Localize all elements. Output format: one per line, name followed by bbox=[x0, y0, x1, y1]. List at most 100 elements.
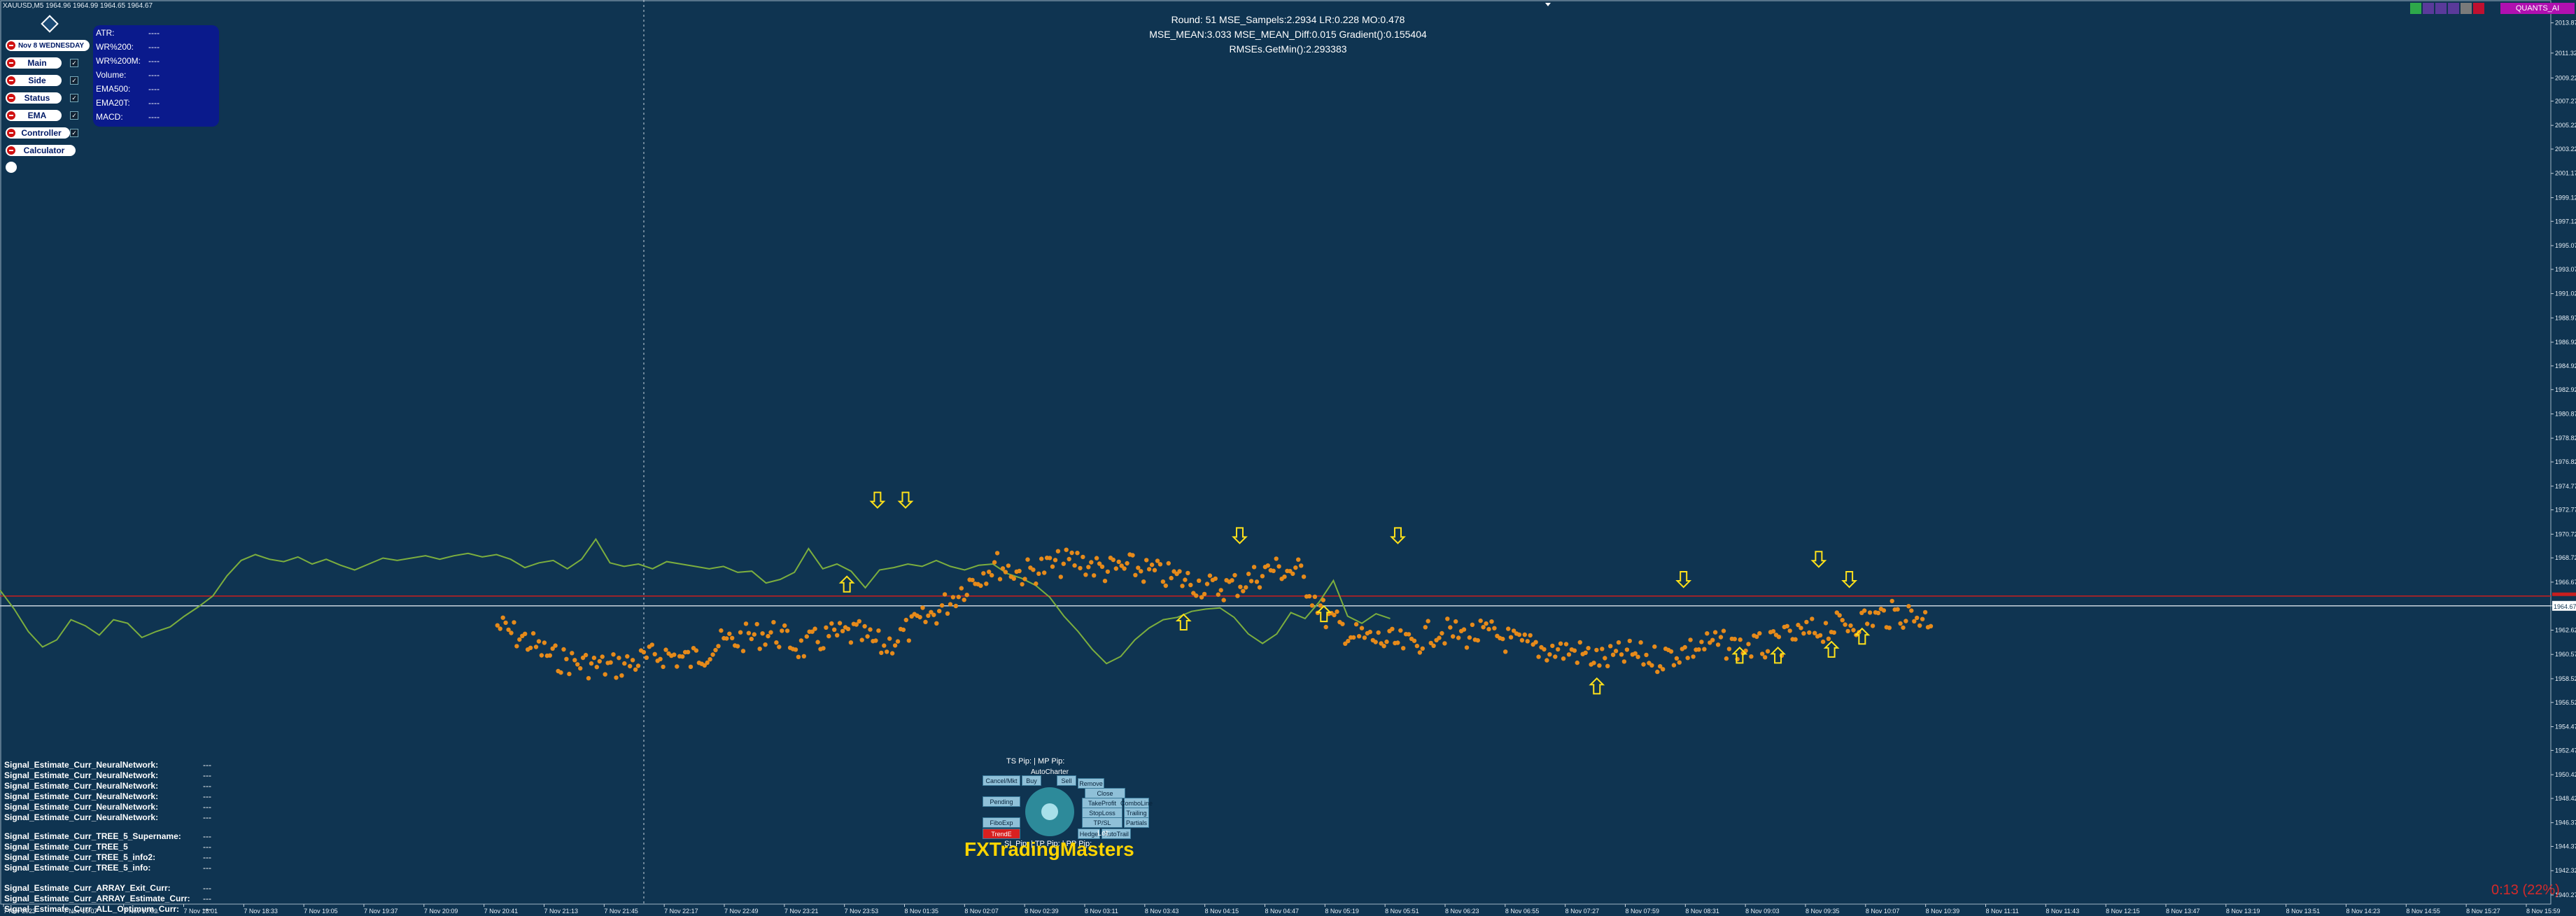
prediction-point bbox=[1265, 563, 1271, 568]
buy-arrow-icon bbox=[1731, 646, 1748, 664]
controller-checkbox[interactable]: ✓ bbox=[70, 129, 78, 137]
price-tick-label: 1956.52 bbox=[2555, 699, 2576, 706]
trade-button[interactable]: ComboLine bbox=[1120, 798, 1153, 808]
trade-button[interactable]: Remove bbox=[1078, 778, 1104, 789]
calculator-button[interactable]: Calculator bbox=[6, 145, 76, 156]
prediction-point bbox=[1484, 621, 1488, 626]
main-button[interactable]: Main bbox=[6, 57, 62, 69]
prediction-point bbox=[865, 634, 870, 639]
prediction-point bbox=[1050, 564, 1055, 569]
prediction-point bbox=[503, 620, 508, 626]
prediction-point bbox=[887, 636, 892, 641]
color-box-3[interactable] bbox=[2435, 3, 2447, 14]
prediction-point bbox=[1235, 593, 1240, 598]
price-tick-label: 1999.12 bbox=[2555, 194, 2576, 201]
prediction-point bbox=[1244, 585, 1248, 590]
controller-button[interactable]: Controller bbox=[6, 127, 70, 139]
prediction-point bbox=[1721, 628, 1726, 633]
prediction-point bbox=[1895, 607, 1900, 612]
price-tick-label: 2013.87 bbox=[2555, 20, 2576, 27]
prediction-point bbox=[1544, 658, 1549, 663]
time-tick-label: 8 Nov 13:19 bbox=[2226, 908, 2260, 915]
prediction-point bbox=[1553, 654, 1558, 659]
trade-wheel-center-icon[interactable] bbox=[1041, 803, 1058, 820]
signal-value: --- bbox=[203, 781, 211, 791]
price-tick-label: 1982.92 bbox=[2555, 386, 2576, 393]
prediction-point bbox=[1401, 646, 1406, 651]
trade-button[interactable]: TrendE bbox=[983, 829, 1020, 839]
collapse-toggle-icon[interactable] bbox=[6, 162, 17, 173]
prediction-point bbox=[810, 629, 815, 634]
trade-button[interactable]: FiboExp bbox=[983, 817, 1020, 828]
trade-button[interactable]: StopLoss bbox=[1082, 808, 1122, 818]
ema-button-label: EMA bbox=[27, 111, 47, 120]
prediction-point bbox=[889, 651, 895, 656]
prediction-point bbox=[1437, 635, 1442, 640]
prediction-point bbox=[564, 656, 569, 661]
prediction-point bbox=[1845, 628, 1850, 634]
prediction-point bbox=[1796, 622, 1801, 628]
color-box-1[interactable] bbox=[2410, 3, 2421, 14]
prediction-point bbox=[901, 627, 906, 633]
date-button[interactable]: Nov 8 WEDNESDAY bbox=[6, 40, 90, 51]
buy-arrow-icon bbox=[1854, 627, 1871, 645]
trade-button[interactable]: Sell bbox=[1057, 775, 1076, 786]
prediction-point bbox=[1139, 569, 1143, 574]
side-checkbox[interactable]: ✓ bbox=[70, 76, 78, 85]
trade-button[interactable]: Partials bbox=[1124, 817, 1149, 828]
ema-button[interactable]: EMA bbox=[6, 110, 62, 121]
color-box-6[interactable] bbox=[2473, 3, 2484, 14]
time-tick-label: 8 Nov 06:23 bbox=[1445, 908, 1479, 915]
prediction-point bbox=[1705, 631, 1710, 636]
prediction-point bbox=[1837, 613, 1842, 618]
signal-value: --- bbox=[203, 894, 211, 903]
prediction-point bbox=[575, 662, 580, 667]
prediction-point bbox=[1519, 637, 1525, 643]
time-tick-label: 8 Nov 15:27 bbox=[2466, 908, 2500, 915]
prediction-point bbox=[1696, 647, 1701, 652]
prediction-point bbox=[931, 612, 936, 617]
prediction-point bbox=[793, 647, 798, 652]
trade-button[interactable]: TakeProfit bbox=[1082, 798, 1122, 808]
trade-button[interactable]: Pending bbox=[983, 796, 1020, 807]
trade-button[interactable]: TP/SL bbox=[1082, 817, 1122, 828]
trade-button[interactable]: Buy bbox=[1022, 775, 1041, 786]
side-button[interactable]: Side bbox=[6, 75, 62, 86]
color-box-5[interactable] bbox=[2461, 3, 2472, 14]
trade-button[interactable]: Trailing bbox=[1124, 808, 1149, 818]
ema-checkbox[interactable]: ✓ bbox=[70, 111, 78, 120]
prediction-point bbox=[1218, 588, 1223, 593]
prediction-point bbox=[1464, 645, 1470, 650]
prediction-point bbox=[796, 654, 801, 659]
prediction-point bbox=[859, 637, 864, 642]
prediction-point bbox=[1912, 619, 1917, 623]
color-box-4[interactable] bbox=[2448, 3, 2459, 14]
trade-button[interactable]: Close bbox=[1085, 788, 1125, 798]
time-tick-label: 8 Nov 12:15 bbox=[2106, 908, 2140, 915]
prediction-point bbox=[1039, 556, 1044, 561]
trade-button[interactable]: Hedge bbox=[1078, 829, 1100, 839]
prediction-point bbox=[1702, 647, 1707, 651]
prediction-point bbox=[1605, 663, 1610, 668]
status-button[interactable]: Status bbox=[6, 92, 62, 104]
status-checkbox[interactable]: ✓ bbox=[70, 94, 78, 102]
color-box-2[interactable] bbox=[2423, 3, 2434, 14]
prediction-point bbox=[740, 649, 746, 654]
prediction-point bbox=[644, 655, 649, 660]
indicator-ema500-value: ---- bbox=[148, 84, 160, 94]
trade-button[interactable]: AutoTrail bbox=[1102, 829, 1131, 839]
prediction-point bbox=[1448, 625, 1453, 630]
prediction-point bbox=[553, 643, 558, 648]
main-checkbox[interactable]: ✓ bbox=[70, 59, 78, 67]
indicator-ema20t-label: EMA20T: bbox=[96, 98, 130, 108]
prediction-point bbox=[506, 627, 511, 633]
prediction-point bbox=[1257, 585, 1262, 590]
quants-ai-badge[interactable]: QUANTS_AI bbox=[2500, 3, 2575, 14]
trade-button[interactable]: Cancel/Mkt bbox=[983, 775, 1020, 786]
prediction-point bbox=[558, 670, 563, 675]
prediction-point bbox=[1166, 561, 1171, 566]
signal-value: --- bbox=[203, 760, 211, 770]
prediction-point bbox=[539, 653, 544, 658]
buy-arrow-icon bbox=[1589, 677, 1605, 695]
